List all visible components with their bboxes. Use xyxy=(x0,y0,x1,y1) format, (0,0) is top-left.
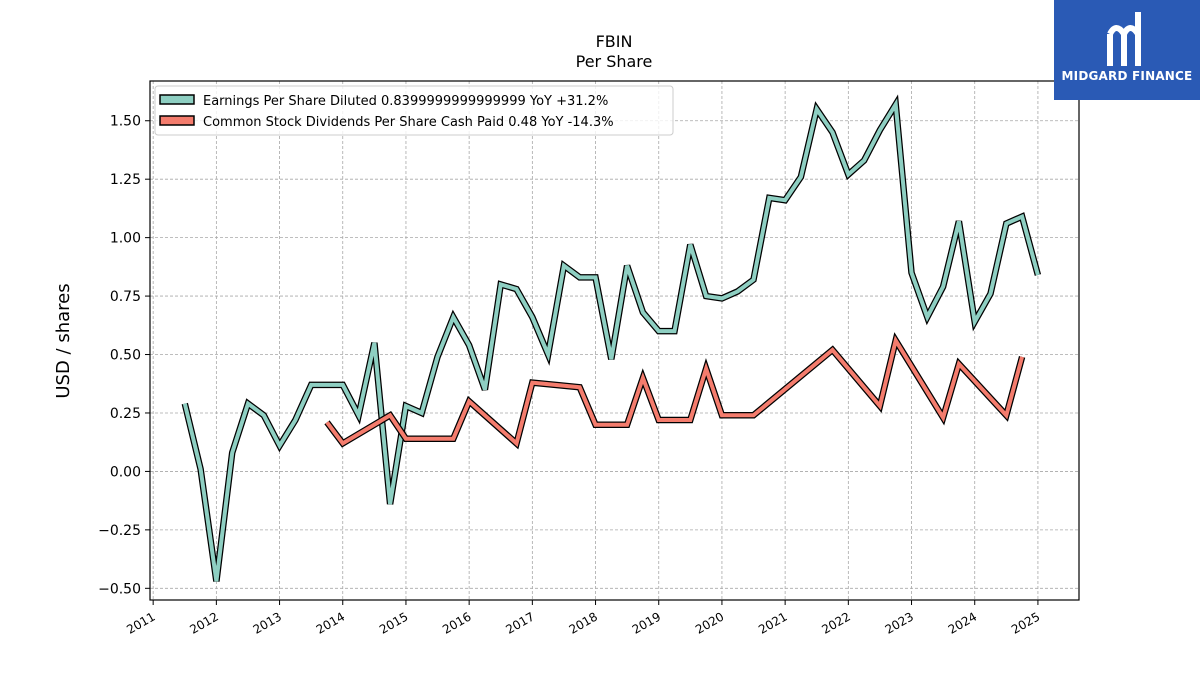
x-tick-label: 2012 xyxy=(187,609,220,636)
legend-label-dividends: Common Stock Dividends Per Share Cash Pa… xyxy=(203,115,614,130)
y-tick-label: 1.50 xyxy=(110,114,141,130)
x-tick-label: 2020 xyxy=(693,609,726,636)
y-axis-label: USD / shares xyxy=(53,283,74,398)
y-tick-label: 0.00 xyxy=(110,464,141,480)
y-tick-label: 0.25 xyxy=(110,406,141,422)
x-axis: 2011 2012 2013 2014 2015 2016 2017 2018 2019 2020… xyxy=(124,600,1042,637)
legend-swatch-eps xyxy=(159,94,195,105)
legend-swatch-dividends xyxy=(159,115,195,126)
x-tick-label: 2022 xyxy=(819,609,852,636)
series-line-0 xyxy=(182,98,1040,582)
x-tick-label: 2013 xyxy=(251,609,284,636)
x-tick-label: 2019 xyxy=(630,609,663,636)
series-outline-1 xyxy=(324,332,1026,450)
x-tick-label: 2025 xyxy=(1009,609,1042,636)
logo-mark-icon xyxy=(1107,12,1141,66)
x-tick-label: 2015 xyxy=(377,609,410,636)
series-line-1 xyxy=(325,335,1025,448)
legend-box xyxy=(154,85,674,136)
x-tick-label: 2017 xyxy=(503,609,536,636)
plot-frame xyxy=(149,80,1080,601)
y-tick-label: 1.00 xyxy=(110,231,141,247)
series-outline-0 xyxy=(181,94,1042,582)
grid xyxy=(150,81,1079,600)
x-tick-label: 2023 xyxy=(883,609,916,636)
y-tick-label: −0.50 xyxy=(98,581,141,597)
chart-title: FBIN xyxy=(596,32,633,51)
series-lines xyxy=(181,94,1042,582)
x-tick-label: 2018 xyxy=(567,609,600,636)
x-tick-label: 2016 xyxy=(440,609,473,636)
legend: Earnings Per Share Diluted 0.83999999999… xyxy=(154,85,674,136)
y-tick-label: 1.25 xyxy=(110,172,141,188)
x-tick-label: 2014 xyxy=(314,609,347,636)
legend-label-eps: Earnings Per Share Diluted 0.83999999999… xyxy=(203,94,608,109)
x-tick-label: 2024 xyxy=(946,609,979,636)
x-tick-label: 2011 xyxy=(124,609,157,636)
x-tick-label: 2021 xyxy=(756,609,789,636)
y-tick-label: −0.25 xyxy=(98,523,141,539)
y-tick-label: 0.75 xyxy=(110,289,141,305)
y-axis: −0.50 −0.25 0.00 0.25 0.50 0.75 1.00 1.25 1.50 xyxy=(98,114,150,597)
chart-subtitle: Per Share xyxy=(576,52,653,71)
logo-text: MIDGARD FINANCE xyxy=(1061,69,1193,83)
brand-logo: MIDGARD FINANCE xyxy=(1054,0,1200,100)
y-tick-label: 0.50 xyxy=(110,348,141,364)
